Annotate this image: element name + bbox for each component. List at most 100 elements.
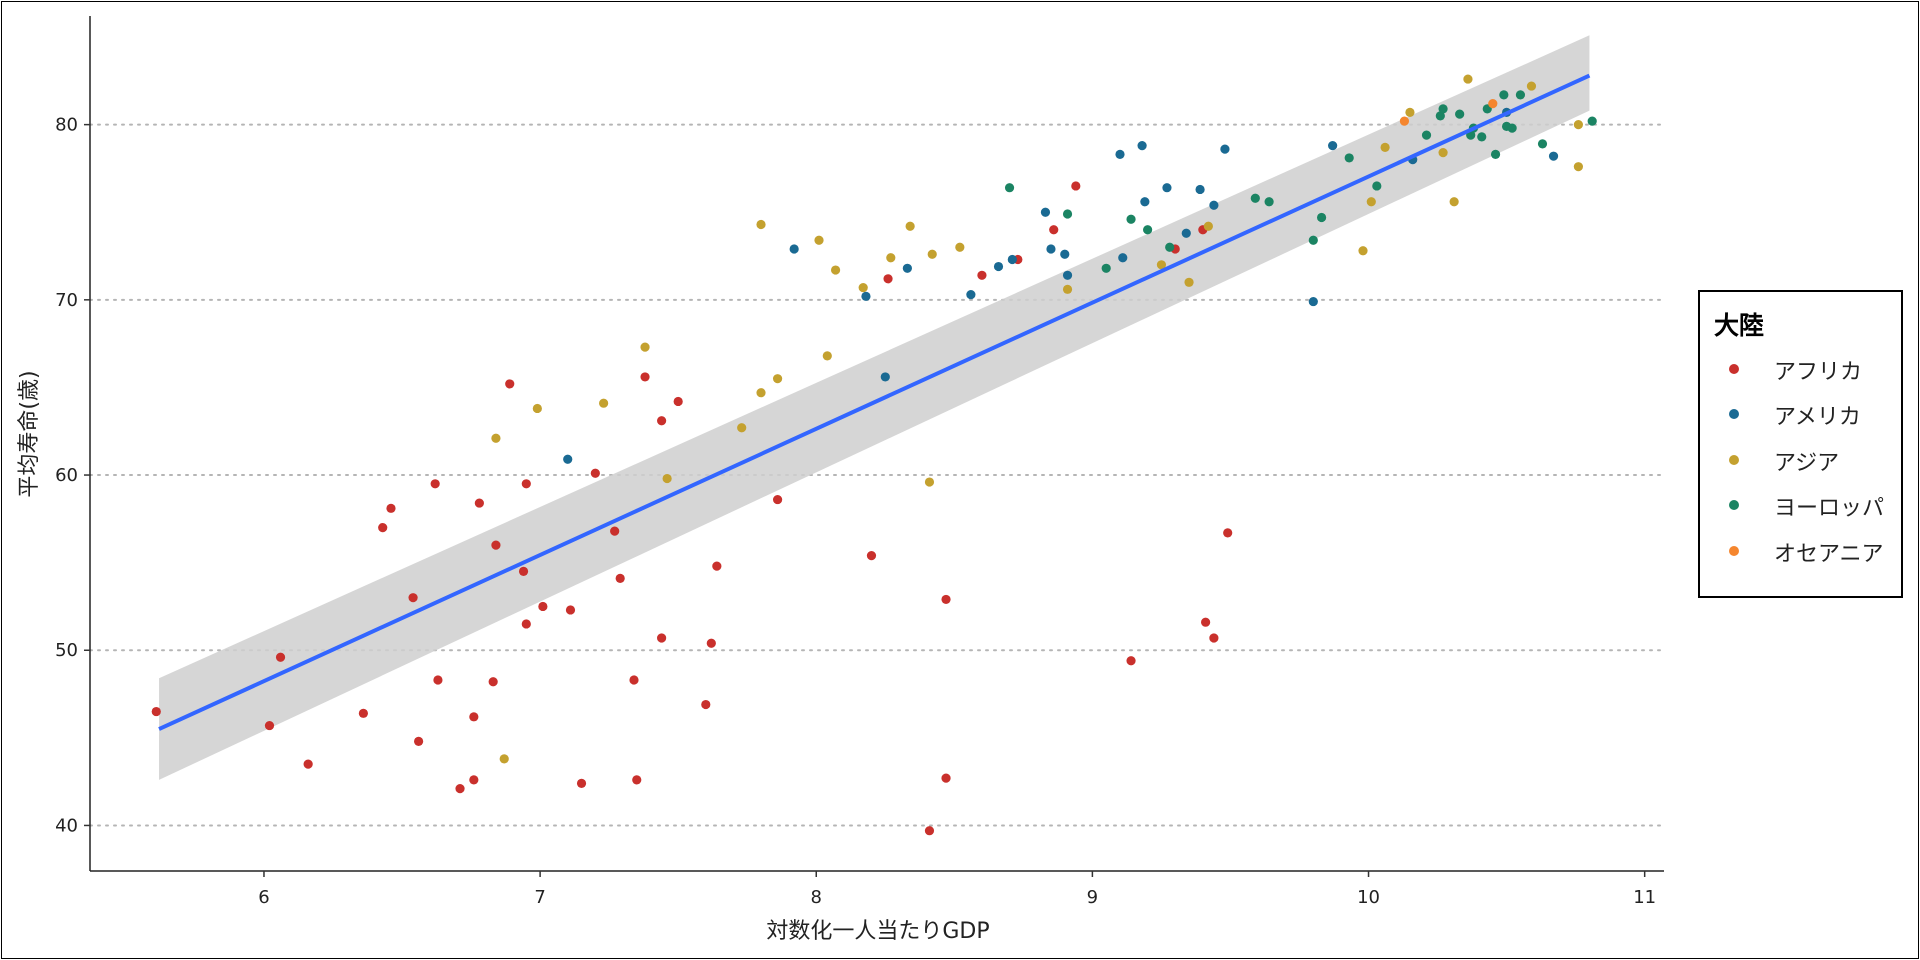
data-point — [1220, 144, 1230, 154]
legend: 大陸 アフリカ アメリカ アジア ヨーロッパ オセアニア — [1698, 290, 1903, 598]
data-point — [1499, 90, 1509, 100]
data-point — [1358, 246, 1368, 256]
data-point — [1328, 141, 1338, 151]
data-point — [1438, 104, 1448, 114]
data-point — [1062, 209, 1073, 219]
data-point — [491, 540, 501, 550]
data-point — [657, 416, 667, 426]
data-point — [772, 374, 783, 384]
legend-item-asia: アジア — [1714, 445, 1899, 476]
data-point — [430, 479, 440, 489]
data-point — [1455, 109, 1465, 119]
data-point — [924, 477, 935, 487]
data-point — [1126, 656, 1136, 666]
data-point — [902, 263, 912, 273]
data-point — [469, 775, 479, 785]
data-point — [1477, 132, 1487, 142]
data-point — [1209, 200, 1219, 210]
data-point — [1118, 253, 1128, 263]
data-point — [1515, 90, 1526, 100]
data-point — [1264, 197, 1274, 207]
data-point — [1162, 183, 1172, 193]
confidence-band — [159, 35, 1590, 780]
data-point — [941, 594, 951, 605]
data-point — [1490, 149, 1501, 160]
data-point — [1526, 81, 1537, 91]
data-point — [772, 494, 783, 505]
data-point — [1463, 74, 1473, 84]
data-point — [538, 601, 548, 612]
data-point — [1223, 528, 1233, 538]
data-point — [433, 675, 443, 685]
data-point — [1126, 214, 1136, 224]
regression-line — [158, 73, 1591, 731]
data-point — [599, 398, 609, 408]
gridlines — [89, 123, 1665, 827]
data-point — [673, 396, 683, 407]
data-point — [866, 551, 877, 561]
legend-marker — [1729, 364, 1739, 374]
data-point — [814, 235, 824, 245]
x-tick-label: 11 — [1633, 887, 1656, 908]
data-point — [886, 253, 896, 263]
y-tick-label: 50 — [55, 640, 78, 661]
data-point — [488, 677, 498, 687]
data-point — [275, 652, 286, 662]
data-point — [640, 342, 650, 352]
data-point — [1308, 235, 1318, 245]
data-point — [1405, 107, 1415, 117]
data-point — [1209, 633, 1219, 643]
data-point — [408, 593, 418, 603]
data-point — [1062, 270, 1073, 280]
data-point — [518, 566, 529, 576]
data-point — [1156, 260, 1167, 270]
data-point — [576, 778, 587, 788]
data-point — [303, 759, 313, 769]
legend-label: アメリカ — [1774, 405, 1861, 430]
data-point — [830, 265, 841, 275]
data-point — [629, 675, 639, 685]
data-point — [1007, 254, 1017, 265]
data-point — [1040, 207, 1051, 217]
x-tick-label: 7 — [534, 887, 545, 908]
data-point — [977, 270, 987, 280]
data-point — [1203, 221, 1213, 231]
axes — [89, 16, 1664, 872]
data-point — [610, 526, 620, 536]
data-point — [640, 372, 650, 382]
data-point — [469, 712, 479, 722]
data-point — [521, 479, 531, 489]
y-tick-label: 60 — [55, 465, 78, 486]
data-point — [151, 706, 161, 717]
data-point — [455, 784, 465, 794]
data-point — [1507, 123, 1517, 133]
data-point — [491, 433, 501, 443]
data-point — [1399, 116, 1410, 126]
data-point — [1308, 296, 1318, 307]
data-point — [737, 423, 747, 433]
data-point — [474, 498, 484, 508]
data-point — [1548, 151, 1559, 161]
data-point — [1062, 284, 1073, 294]
data-point — [1573, 120, 1583, 130]
data-point — [756, 388, 766, 398]
legend-label: アジア — [1774, 451, 1840, 476]
x-axis-title: 対数化一人当たりGDP — [766, 919, 989, 944]
data-point — [1372, 181, 1382, 191]
legend-label: アフリカ — [1774, 360, 1863, 385]
data-point — [1250, 193, 1260, 203]
data-point — [861, 291, 871, 301]
data-point — [657, 633, 667, 643]
data-point — [1115, 149, 1125, 160]
y-axis-title: 平均寿命(歳) — [17, 370, 42, 497]
data-point — [521, 619, 531, 629]
legend-marker — [1729, 546, 1739, 556]
data-point — [993, 261, 1004, 272]
data-point — [358, 708, 368, 718]
legend-label: オセアニア — [1774, 542, 1884, 567]
data-point — [822, 351, 832, 361]
data-point — [941, 773, 951, 783]
data-point — [590, 468, 600, 478]
